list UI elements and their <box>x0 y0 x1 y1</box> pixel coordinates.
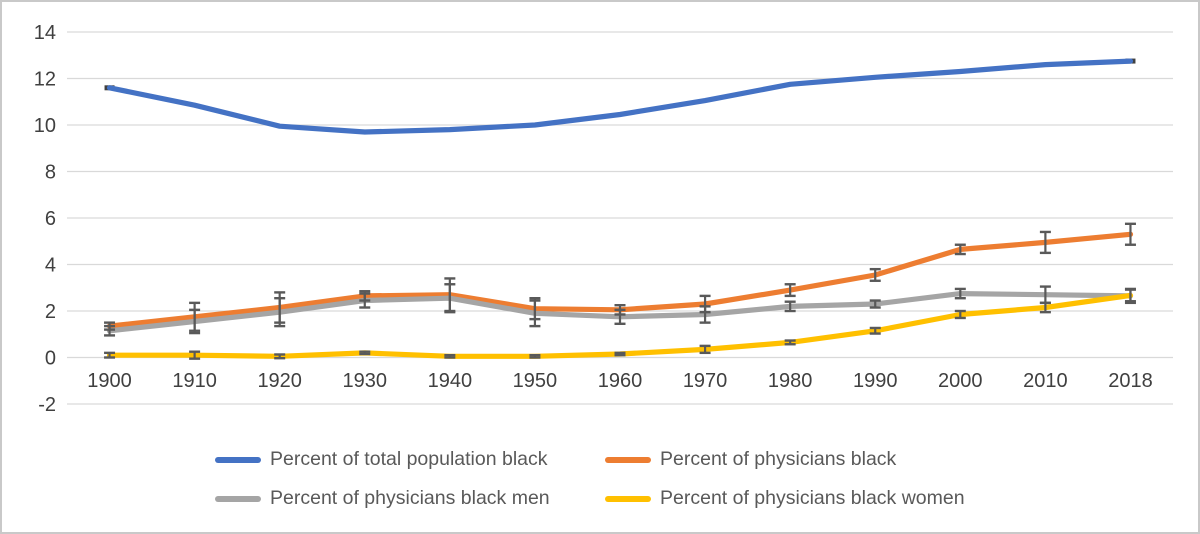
chart-legend: Percent of total population black Percen… <box>215 440 1015 518</box>
legend-label: Percent of physicians black women <box>660 487 965 509</box>
x-axis-tick-label: 1900 <box>87 370 132 392</box>
y-axis-tick-label: 2 <box>45 301 56 323</box>
x-axis-tick-label: 1940 <box>428 370 473 392</box>
yellow-line-swatch-icon <box>605 495 651 502</box>
series-line-percent-of-total-population-black <box>106 58 1134 135</box>
blue-line-swatch-icon <box>215 456 261 463</box>
gray-line-swatch-icon <box>215 495 261 502</box>
line-chart-plot-area: 14 12 10 8 6 4 2 0 -2 1900 1910 1920 1930 1940 1950 196… <box>34 22 1173 416</box>
y-axis-tick-label: 8 <box>45 162 56 184</box>
x-axis-tick-label: 2010 <box>1023 370 1068 392</box>
legend-label: Percent of total population black <box>270 448 548 470</box>
y-axis-tick-label: 14 <box>34 22 56 44</box>
x-axis-tick-label: 1960 <box>598 370 643 392</box>
legend-item-physicians-black-men: Percent of physicians black men <box>215 487 605 510</box>
y-axis-tick-label: 10 <box>34 115 56 137</box>
y-axis-tick-label: -2 <box>38 394 56 416</box>
orange-line-swatch-icon <box>605 456 651 463</box>
x-axis-tick-label: 1920 <box>257 370 302 392</box>
legend-row: Percent of physicians black men Percent … <box>215 479 1015 518</box>
x-axis-tick-label: 1970 <box>683 370 728 392</box>
x-axis-tick-label: 1950 <box>513 370 558 392</box>
x-axis-tick-label: 1930 <box>343 370 388 392</box>
x-axis-tick-label: 2000 <box>938 370 983 392</box>
legend-label: Percent of physicians black men <box>270 487 550 509</box>
legend-item-physicians-black: Percent of physicians black <box>605 448 995 471</box>
y-axis-tick-label: 0 <box>45 348 56 370</box>
x-axis-tick-label: 1980 <box>768 370 813 392</box>
legend-item-total-population: Percent of total population black <box>215 448 605 471</box>
x-axis-tick-label: 2018 <box>1108 370 1153 392</box>
x-axis-tick-label: 1990 <box>853 370 898 392</box>
legend-row: Percent of total population black Percen… <box>215 440 1015 479</box>
y-axis-tick-label: 12 <box>34 69 56 91</box>
x-axis-tick-label: 1910 <box>172 370 217 392</box>
y-axis-tick-label: 4 <box>45 255 56 277</box>
legend-item-physicians-black-women: Percent of physicians black women <box>605 487 995 510</box>
legend-label: Percent of physicians black <box>660 448 897 470</box>
y-axis-tick-label: 6 <box>45 208 56 230</box>
